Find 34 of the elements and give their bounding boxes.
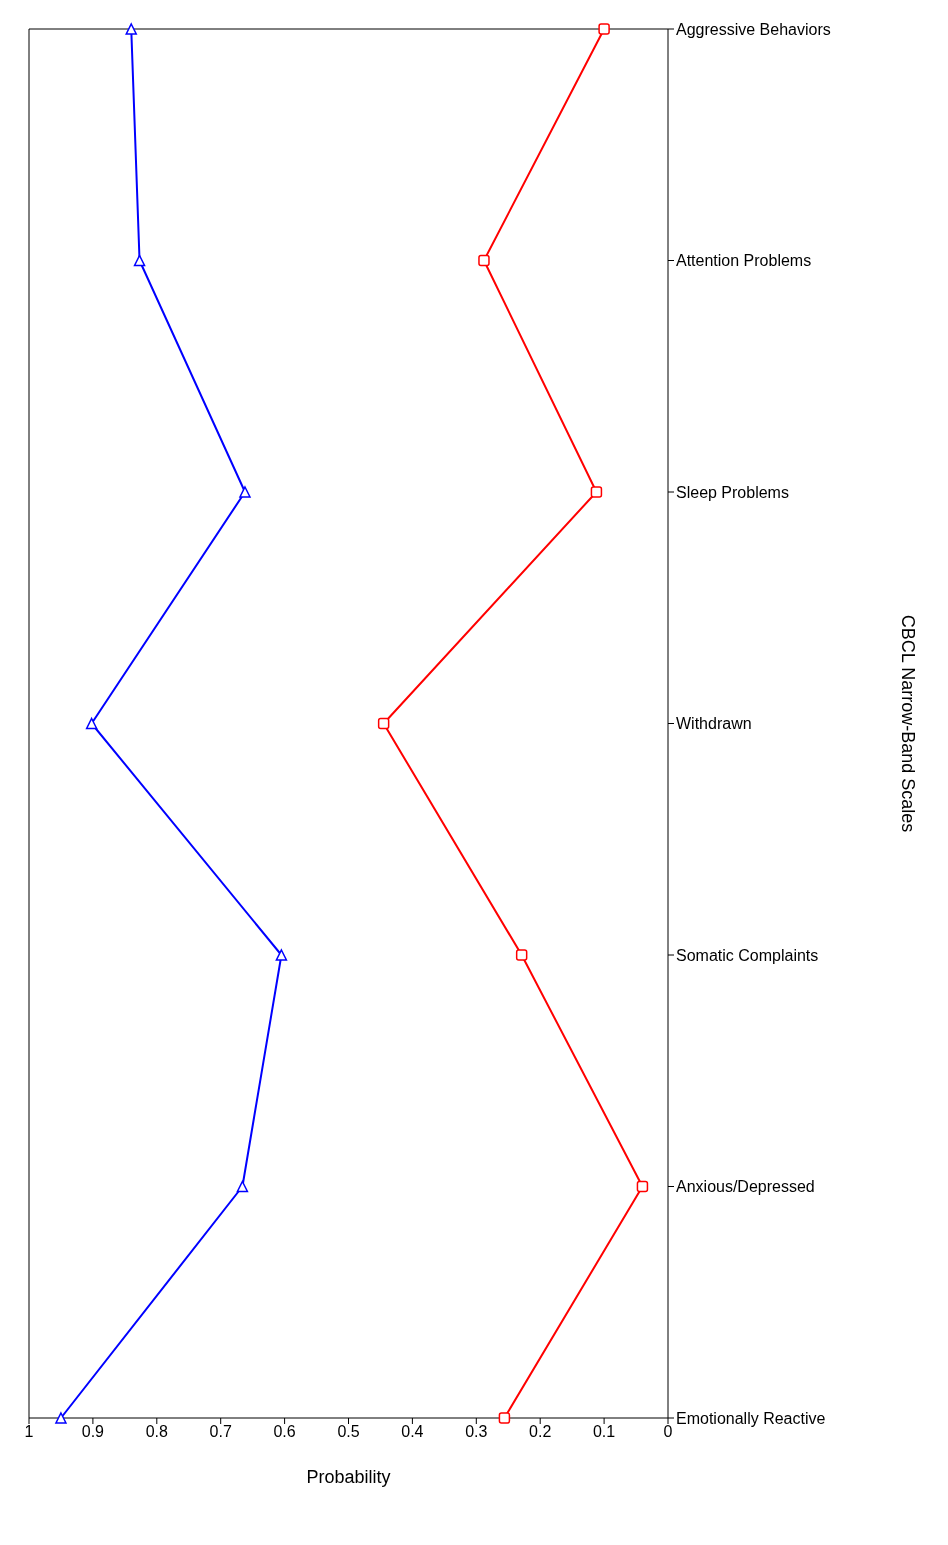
point (478, 254, 490, 267)
y-tick-label: Anxious/Depressed (676, 1178, 815, 1196)
y-tick-label: Emotionally Reactive (676, 1409, 826, 1427)
point (133, 254, 146, 267)
x-tick-label: 0 (663, 1423, 673, 1441)
point (55, 1412, 67, 1424)
point (85, 717, 98, 730)
x-tick-label: 0.2 (529, 1423, 552, 1441)
x-tick-label: 0.9 (81, 1423, 105, 1441)
x-tick-label: 0.7 (209, 1423, 232, 1441)
point (590, 486, 603, 498)
point (598, 23, 610, 35)
x-tick-label: 0.5 (337, 1423, 360, 1441)
x-tick-label: 0.6 (273, 1423, 296, 1441)
y-tick-label: Attention Problems (676, 252, 812, 270)
x-tick-label: 1 (24, 1423, 34, 1441)
y-tick-label: Sleep Problems (676, 483, 789, 501)
x-axis-title: Probability (306, 1467, 391, 1487)
y-axis-title: CBCL Narrow-Band Scales (897, 614, 918, 833)
point (515, 949, 528, 961)
x-tick-label: 0.1 (592, 1423, 616, 1441)
x-tick-label: 0.8 (145, 1423, 169, 1441)
point (239, 486, 251, 498)
point (125, 23, 137, 35)
y-tick-label: Aggressive Behaviors (676, 20, 831, 38)
x-tick-label: 0.4 (401, 1423, 424, 1441)
y-tick-label: Withdrawn (676, 715, 752, 733)
point (275, 949, 288, 961)
point (377, 717, 390, 730)
point (236, 1180, 249, 1193)
y-tick-label: Somatic Complaints (676, 946, 819, 964)
point (636, 1180, 649, 1193)
x-tick-label: 0.3 (465, 1423, 488, 1441)
point (498, 1412, 511, 1424)
